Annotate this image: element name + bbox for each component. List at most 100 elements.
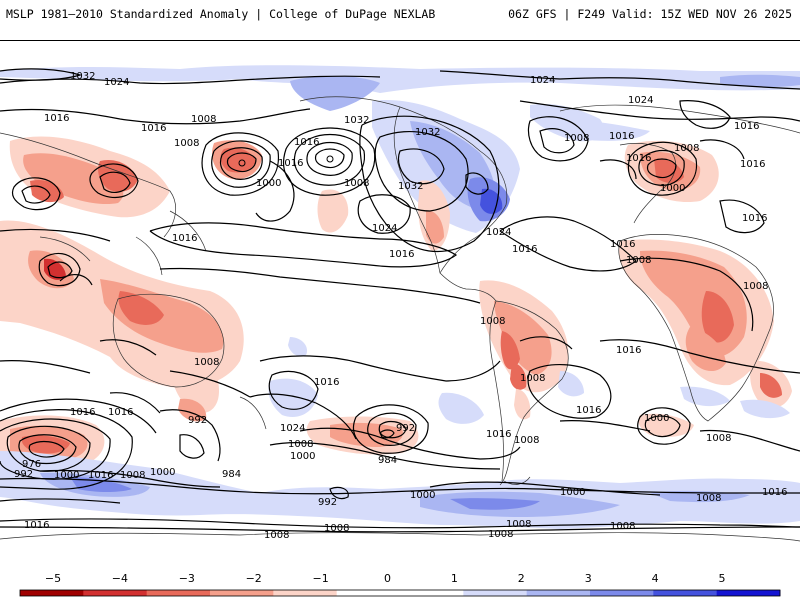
- isobar-1016-southern: [0, 518, 800, 529]
- isobar-label: 1016: [294, 137, 319, 148]
- isobar-label: 992: [188, 415, 207, 426]
- mslp-anomaly-map: 1032 1024 1016 1016 1008 1008 1016 1000 …: [0, 40, 800, 558]
- isobar-label: 1008: [514, 435, 539, 446]
- isobar-label: 1000: [660, 183, 685, 194]
- isobar-ne-pacific-low: [314, 148, 345, 169]
- isobar-label: 1024: [104, 77, 129, 88]
- isobar-label: 1008: [288, 439, 313, 450]
- isobar-1000-southern: [39, 469, 221, 488]
- isobar-1016-arctic: [0, 100, 800, 125]
- colorbar-tick-label: 5: [719, 572, 726, 585]
- shade-arctic-high: [0, 65, 800, 93]
- isobar-label: 1016: [141, 123, 166, 134]
- colorbar-svg: −5 −4 −3 −2 −1 0 1 2 3 4 5: [19, 572, 781, 597]
- isobar-label: 1000: [410, 490, 435, 501]
- isobar-1016-pacific: [149, 222, 458, 268]
- header: MSLP 1981–2010 Standardized Anomaly | Co…: [0, 0, 800, 40]
- colorbar-swatch: [273, 590, 338, 596]
- pressure-centers: [238, 155, 334, 167]
- isobar-label: 1008: [344, 178, 369, 189]
- isobar-aleutian-1: [226, 152, 257, 173]
- isobar-1024-south-pacific: [268, 370, 319, 410]
- colorbar: −5 −4 −3 −2 −1 0 1 2 3 4 5: [0, 556, 800, 600]
- isobar-label: 992: [396, 423, 415, 434]
- colorbar-swatch: [590, 590, 654, 596]
- isobar-label: 1016: [609, 131, 634, 142]
- isobar-label: 1000: [644, 413, 669, 424]
- isobar-label: 984: [222, 469, 241, 480]
- coastline-antarctica: [0, 532, 800, 542]
- isobar-984: [379, 429, 395, 439]
- colorbar-tick-label: −3: [179, 572, 195, 585]
- isobar-1008-antarctic: [0, 526, 800, 533]
- colorbar-tick-label: 1: [451, 572, 458, 585]
- isobar-label: 1024: [280, 423, 305, 434]
- isobar-label: 1016: [486, 429, 511, 440]
- isobar-label: 1008: [120, 470, 145, 481]
- coastline-north-america: [299, 96, 508, 302]
- colorbar-tick-label: 2: [518, 572, 525, 585]
- isobar-1024-arctic: [0, 70, 800, 90]
- isobar-1008-africa: [619, 257, 754, 332]
- colorbar-tick-label: −1: [312, 572, 328, 585]
- shade-arctic-high-core: [290, 75, 380, 111]
- isobar-label: 1008: [564, 133, 589, 144]
- colorbar-tick-label: 3: [585, 572, 592, 585]
- isobar-label: 1016: [610, 239, 635, 250]
- colorbar-swatch: [653, 590, 718, 596]
- isobar-label: 1008: [174, 138, 199, 149]
- isobar-labels: 1032 1024 1016 1016 1008 1008 1016 1000 …: [14, 71, 787, 541]
- isobar-1016-south-atlantic: [527, 364, 612, 419]
- isobar-976: [28, 440, 65, 458]
- isobar-label: 984: [378, 455, 397, 466]
- low-center-aleutian: [238, 159, 246, 167]
- isobar-label: 1016: [44, 113, 69, 124]
- isobar-1016-south-pacific: [259, 355, 501, 382]
- isobar-label: 976: [22, 459, 41, 470]
- colorbar-swatch: [83, 590, 148, 596]
- isobar-label: 1016: [626, 153, 651, 164]
- isobar-1008-southern: [0, 477, 800, 495]
- colorbar-swatches: [19, 589, 781, 597]
- colorbar-tick-label: 0: [384, 572, 391, 585]
- isobar-label: 1000: [290, 451, 315, 462]
- isobar-label: 1016: [24, 520, 49, 531]
- isobar-label: 1008: [191, 114, 216, 125]
- isobar-label: 1008: [488, 529, 513, 540]
- isobar-label: 1032: [70, 71, 95, 82]
- isobar-label: 1024: [628, 95, 653, 106]
- isobar-label: 1008: [743, 281, 768, 292]
- isobar-label: 1000: [54, 470, 79, 481]
- colorbar-swatch: [526, 590, 591, 596]
- colorbar-tick-label: −2: [246, 572, 262, 585]
- colorbar-tick-label: −5: [45, 572, 61, 585]
- isobar-1008-pacific: [159, 267, 481, 304]
- isobar-label: 1008: [674, 143, 699, 154]
- coastline-australia: [112, 293, 225, 388]
- run-valid-time: 06Z GFS | F249 Valid: 15Z WED NOV 26 202…: [508, 7, 792, 21]
- isobar-label: 1016: [108, 407, 133, 418]
- colorbar-swatch: [463, 590, 528, 596]
- isobar-label: 1016: [278, 158, 303, 169]
- isobar-europe-low-1: [646, 158, 677, 179]
- colorbar-tick-labels: −5 −4 −3 −2 −1 0 1 2 3 4 5: [45, 572, 726, 585]
- isobar-1024-na: [374, 131, 469, 212]
- isobar-label: 992: [14, 469, 33, 480]
- isobar-label: 1000: [150, 467, 175, 478]
- isobar-label: 1008: [194, 357, 219, 368]
- isobar-label: 1016: [70, 407, 95, 418]
- colorbar-swatch: [400, 590, 464, 596]
- isobar-label: 1032: [344, 115, 369, 126]
- isobar-label: 1016: [576, 405, 601, 416]
- isobar-label: 1032: [415, 127, 440, 138]
- isobar-1032-na: [397, 148, 445, 185]
- isobar-label: 1016: [762, 487, 787, 498]
- isobar-label: 1016: [616, 345, 641, 356]
- coastline-africa: [618, 234, 774, 422]
- isobar-label: 1008: [480, 316, 505, 327]
- isobar-label: 1000: [560, 487, 585, 498]
- isobar-label: 1032: [398, 181, 423, 192]
- colorbar-outline: [19, 589, 781, 597]
- map-title: MSLP 1981–2010 Standardized Anomaly | Co…: [6, 7, 436, 21]
- isobar-label: 1008: [520, 373, 545, 384]
